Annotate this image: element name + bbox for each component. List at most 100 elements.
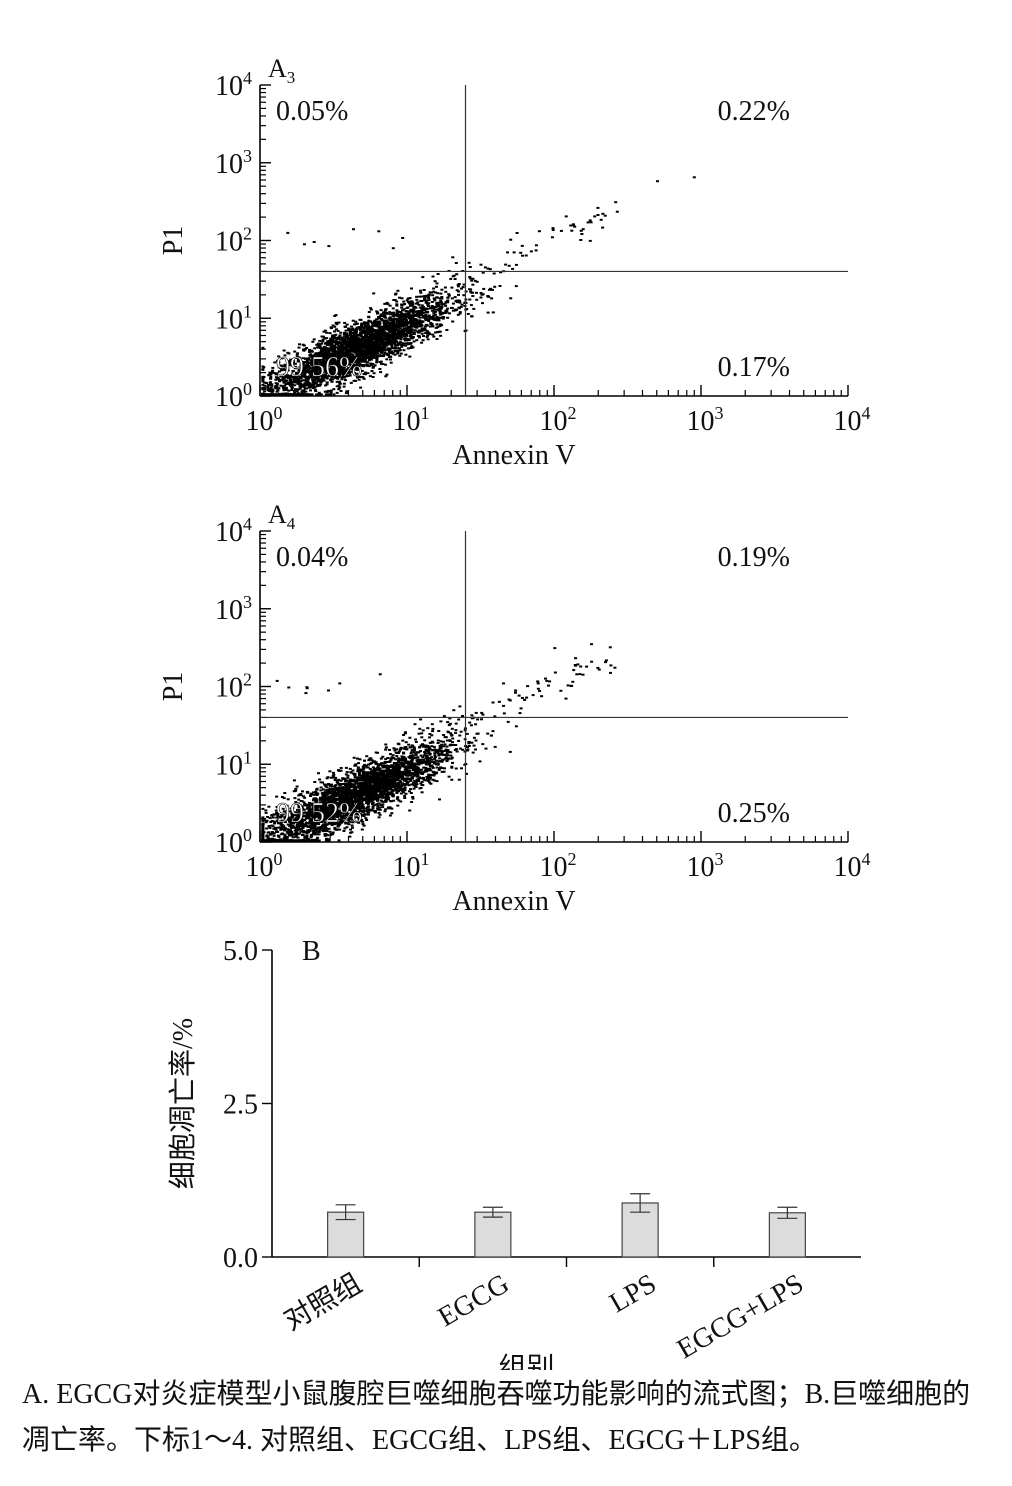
event-dot (569, 224, 573, 227)
event-dot (376, 352, 380, 355)
event-dot (317, 366, 321, 369)
event-dot (343, 337, 347, 340)
event-dot (343, 356, 347, 359)
event-dot (270, 837, 274, 840)
event-dot (342, 333, 346, 336)
event-dot (437, 318, 441, 321)
event-dot (344, 392, 348, 395)
event-dot (327, 339, 331, 342)
event-dot (395, 762, 399, 764)
event-dot (339, 358, 343, 360)
event-dot (289, 375, 293, 378)
event-dot (433, 306, 437, 308)
event-dot (384, 748, 388, 751)
event-dot (457, 290, 461, 293)
event-dot (311, 370, 315, 373)
event-dot (422, 766, 426, 769)
event-dot (389, 358, 392, 361)
event-dot (471, 291, 475, 294)
event-dot (331, 334, 335, 337)
event-dot (344, 329, 348, 332)
event-dot (322, 376, 326, 379)
event-dot (334, 359, 338, 362)
event-dot (347, 336, 351, 339)
event-dot (344, 325, 347, 328)
event-dot (415, 326, 419, 329)
event-dot (410, 325, 414, 328)
event-dot (341, 354, 345, 357)
event-dot (408, 331, 412, 334)
event-dot (331, 341, 335, 344)
event-dot (408, 321, 412, 323)
event-dot (426, 330, 429, 333)
event-dot (395, 304, 399, 307)
event-dot (559, 229, 563, 232)
event-dot (385, 341, 389, 344)
event-dot (372, 340, 375, 343)
event-dot (512, 251, 516, 254)
event-dot (407, 784, 411, 787)
event-dot (412, 340, 416, 343)
event-dot (383, 324, 387, 327)
event-dot (291, 824, 295, 827)
event-dot (389, 800, 393, 803)
event-dot (270, 371, 274, 373)
event-dot (321, 374, 325, 377)
event-dot (381, 339, 385, 342)
event-dot (318, 345, 322, 348)
event-dot (329, 344, 333, 347)
event-dot (430, 734, 434, 737)
event-dot (301, 371, 305, 373)
event-dot (319, 826, 323, 828)
event-dot (504, 263, 508, 266)
event-dot (431, 325, 435, 328)
event-dot (322, 330, 326, 333)
event-dot (332, 393, 336, 396)
event-dot (360, 322, 364, 325)
event-dot (344, 817, 348, 820)
event-dot (376, 321, 380, 324)
event-dot (390, 345, 394, 348)
event-dot (397, 313, 401, 316)
event-dot (382, 326, 386, 328)
event-dot (385, 373, 389, 376)
event-dot (307, 393, 311, 396)
event-dot (382, 312, 386, 315)
event-dot (360, 337, 364, 339)
event-dot (351, 327, 355, 330)
event-dot (428, 762, 432, 765)
event-dot (350, 325, 354, 328)
event-dot (261, 368, 265, 371)
event-dot (354, 331, 358, 334)
event-dot (274, 385, 278, 388)
event-dot (331, 831, 335, 834)
event-dot (324, 839, 328, 842)
event-dot (430, 761, 434, 764)
event-dot (272, 813, 276, 816)
event-dot (368, 375, 372, 378)
event-dot (423, 325, 427, 328)
event-dot (313, 386, 317, 389)
event-dot (443, 767, 446, 770)
event-dot (269, 384, 273, 387)
event-dot (391, 352, 395, 355)
event-dot (310, 835, 314, 838)
event-dot (573, 225, 577, 228)
event-dot (278, 378, 282, 381)
event-dot (285, 389, 289, 391)
event-dot (382, 344, 386, 346)
event-dot (391, 321, 395, 324)
event-dot (603, 214, 607, 217)
event-dot (404, 320, 408, 323)
event-dot (405, 334, 409, 337)
event-dot (425, 299, 429, 302)
event-dot (352, 343, 356, 346)
event-dot (311, 380, 315, 383)
event-dot (351, 818, 355, 821)
event-dot (372, 356, 376, 359)
event-dot (344, 364, 348, 367)
event-dot (418, 321, 422, 324)
event-dot (340, 336, 344, 339)
event-dot (317, 379, 320, 382)
event-dot (357, 340, 361, 343)
